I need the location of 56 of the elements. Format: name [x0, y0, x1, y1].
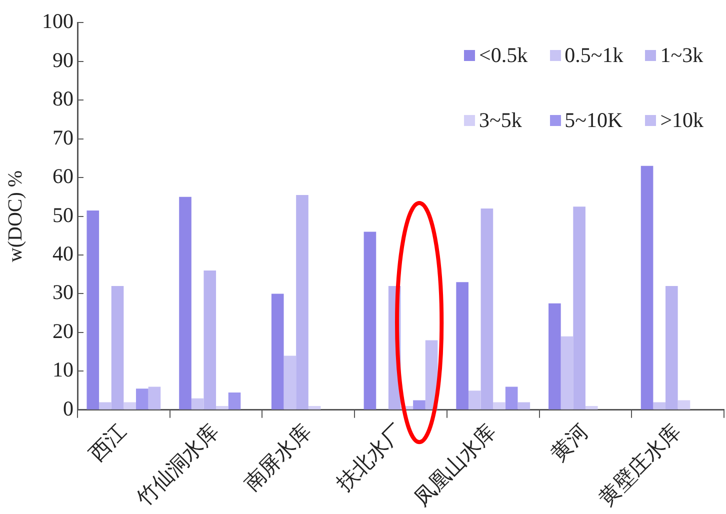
- bar: [640, 166, 654, 410]
- bar: [456, 282, 468, 410]
- x-tick-label: 西江: [84, 419, 132, 466]
- bar: [308, 406, 321, 410]
- bar: [191, 398, 204, 410]
- bar: [493, 402, 506, 410]
- bar: [468, 390, 481, 410]
- y-tick-label: 90: [52, 48, 74, 72]
- bar: [179, 196, 192, 410]
- x-tick-label: 竹仙洞水库: [132, 419, 224, 511]
- legend-label: >10k: [660, 108, 704, 133]
- bar: [124, 402, 136, 410]
- bar: [480, 208, 494, 410]
- y-tick-label: 30: [52, 280, 74, 304]
- y-axis-title: w(DOC) %: [4, 170, 26, 262]
- bar: [204, 270, 216, 410]
- bar: [678, 400, 690, 410]
- bar: [505, 386, 518, 410]
- bar: [228, 392, 241, 410]
- y-tick-label: 40: [52, 242, 74, 266]
- bar: [666, 286, 678, 410]
- bar: [653, 402, 666, 410]
- y-tick-label: 80: [52, 86, 74, 111]
- bar: [86, 210, 100, 410]
- legend-label: 3~5k: [479, 108, 522, 133]
- legend-label: <0.5k: [479, 42, 528, 68]
- bar: [148, 386, 161, 410]
- y-tick-label: 60: [52, 164, 74, 188]
- y-tick-label: 10: [52, 358, 74, 382]
- x-tick-label: 黄壁庄水库: [594, 419, 686, 511]
- y-tick-label: 20: [52, 318, 74, 343]
- bar: [284, 356, 296, 410]
- bar: [271, 294, 284, 410]
- y-tick-label: 100: [42, 9, 74, 34]
- x-tick-label: 南屏水库: [239, 419, 316, 496]
- bar: [573, 206, 586, 410]
- y-tick-label: 0: [63, 396, 74, 420]
- x-tick-label: 扶北水厂: [331, 419, 408, 496]
- x-tick-label: 黄河: [546, 419, 593, 466]
- bar: [296, 194, 308, 410]
- x-tick-label: 凤凰山水库: [409, 419, 501, 511]
- y-tick-label: 70: [52, 125, 74, 150]
- bar: [413, 400, 426, 410]
- legend-label: 0.5~1k: [564, 42, 624, 68]
- bar: [585, 406, 598, 410]
- bar: [364, 232, 376, 410]
- legend-label: 1~3k: [660, 42, 704, 68]
- bar: [518, 402, 530, 410]
- bar: [136, 388, 148, 410]
- legend-label: 5~10K: [564, 108, 623, 133]
- bar: [548, 303, 561, 410]
- y-tick-label: 50: [52, 202, 74, 227]
- bar: [111, 286, 124, 410]
- bar: [216, 406, 228, 410]
- bar: [560, 336, 574, 410]
- bar: [99, 402, 112, 410]
